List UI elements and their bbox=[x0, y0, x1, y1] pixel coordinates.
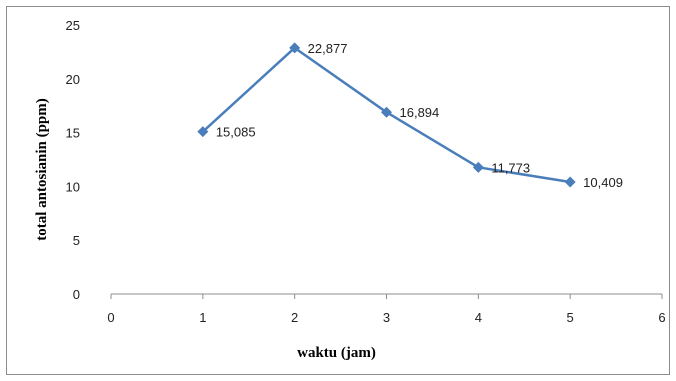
data-labels: 15,085 22,877 16,894 11,773 10,409 bbox=[216, 41, 623, 190]
y-axis-title: total antosianin (ppm) bbox=[34, 98, 50, 241]
data-point-marker bbox=[381, 106, 392, 118]
y-tick-label: 10 bbox=[66, 179, 80, 194]
y-tick-label: 25 bbox=[66, 18, 80, 33]
y-tick-label: 0 bbox=[73, 287, 80, 302]
line-chart: 0 5 10 15 20 25 0 1 2 3 4 5 6 15,085 22,877 16,894 11,… bbox=[34, 18, 666, 361]
x-tick-label: 0 bbox=[107, 310, 114, 325]
x-tick-label: 2 bbox=[291, 310, 298, 325]
series-group bbox=[197, 42, 576, 188]
x-tick-label: 5 bbox=[567, 310, 574, 325]
x-tick-label: 4 bbox=[475, 310, 482, 325]
data-label: 11,773 bbox=[491, 160, 530, 175]
chart-frame: 0 5 10 15 20 25 0 1 2 3 4 5 6 15,085 22,877 16,894 11,… bbox=[6, 6, 670, 375]
x-axis-ticks: 0 1 2 3 4 5 6 bbox=[107, 294, 666, 325]
x-tick-label: 3 bbox=[383, 310, 390, 325]
x-tick-label: 1 bbox=[199, 310, 206, 325]
x-axis-title: waktu (jam) bbox=[297, 345, 376, 361]
data-point-marker bbox=[472, 161, 484, 173]
y-tick-label: 20 bbox=[66, 72, 80, 87]
data-label: 16,894 bbox=[400, 105, 440, 120]
data-point-marker bbox=[564, 176, 576, 188]
y-axis-ticks: 0 5 10 15 20 25 bbox=[66, 18, 80, 302]
data-label: 10,409 bbox=[583, 175, 623, 190]
data-label: 22,877 bbox=[308, 41, 348, 56]
x-tick-label: 6 bbox=[658, 310, 665, 325]
y-tick-label: 15 bbox=[66, 126, 80, 141]
data-label: 15,085 bbox=[216, 125, 256, 140]
data-point-marker bbox=[289, 42, 301, 54]
y-tick-label: 5 bbox=[73, 233, 80, 248]
